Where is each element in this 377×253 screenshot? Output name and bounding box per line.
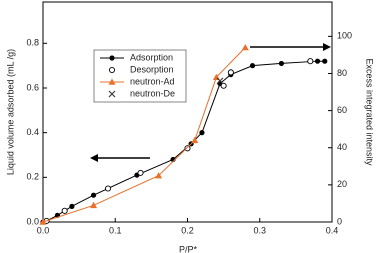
point bbox=[39, 218, 47, 225]
point bbox=[216, 77, 224, 85]
point bbox=[249, 63, 256, 69]
y2-tick-label: 0 bbox=[337, 216, 342, 226]
legend bbox=[93, 49, 187, 103]
x-tick-label: 0.1 bbox=[109, 225, 122, 235]
x-tick-label: 0.2 bbox=[181, 225, 194, 235]
point bbox=[104, 185, 112, 192]
point bbox=[61, 207, 68, 214]
point bbox=[241, 43, 249, 51]
legend-label: neutron-Ad bbox=[130, 76, 175, 86]
point bbox=[137, 169, 144, 176]
y-tick-label: 0.6 bbox=[26, 82, 39, 92]
legend-label: Adsorption bbox=[130, 52, 173, 62]
point bbox=[184, 145, 191, 152]
point bbox=[314, 58, 321, 64]
legend-marker bbox=[108, 66, 116, 74]
point bbox=[278, 60, 285, 67]
x-tick-label: 0.0 bbox=[37, 225, 50, 235]
y-tick-label: 0.0 bbox=[26, 216, 39, 226]
legend-marker bbox=[108, 90, 116, 98]
x-tick-label: 0.3 bbox=[253, 225, 266, 235]
y2-tick-label: 40 bbox=[337, 142, 347, 152]
point bbox=[199, 130, 205, 136]
y2-axis-label: Excess integrated intensity bbox=[365, 58, 375, 166]
point bbox=[90, 201, 98, 209]
y-axis-label: Liquid volume adsorbed (mL /g) bbox=[5, 49, 15, 175]
point bbox=[307, 58, 314, 65]
y2-tick-label: 80 bbox=[337, 68, 347, 78]
point bbox=[191, 136, 199, 144]
x-axis-label: P/P* bbox=[179, 244, 198, 253]
y2-tick-label: 100 bbox=[337, 31, 352, 41]
series-line bbox=[42, 47, 246, 223]
legend-label: Desorption bbox=[130, 64, 174, 74]
y2-tick-label: 20 bbox=[337, 179, 347, 189]
y-tick-label: 0.8 bbox=[26, 38, 39, 48]
point bbox=[69, 203, 75, 209]
plot-frame bbox=[42, 1, 333, 223]
point bbox=[227, 69, 234, 76]
point bbox=[220, 82, 227, 89]
legend-marker bbox=[109, 55, 115, 61]
annotation-arrows bbox=[90, 43, 331, 162]
y-tick-label: 0.2 bbox=[26, 172, 39, 182]
point bbox=[155, 172, 163, 179]
y-tick-label: 0.4 bbox=[26, 127, 39, 137]
x-tick-label: 0.4 bbox=[326, 225, 339, 235]
legend-marker bbox=[108, 78, 116, 85]
y2-tick-label: 60 bbox=[337, 105, 347, 115]
legend-label: neutron-De bbox=[130, 88, 175, 98]
point bbox=[322, 58, 328, 64]
point bbox=[90, 192, 97, 198]
